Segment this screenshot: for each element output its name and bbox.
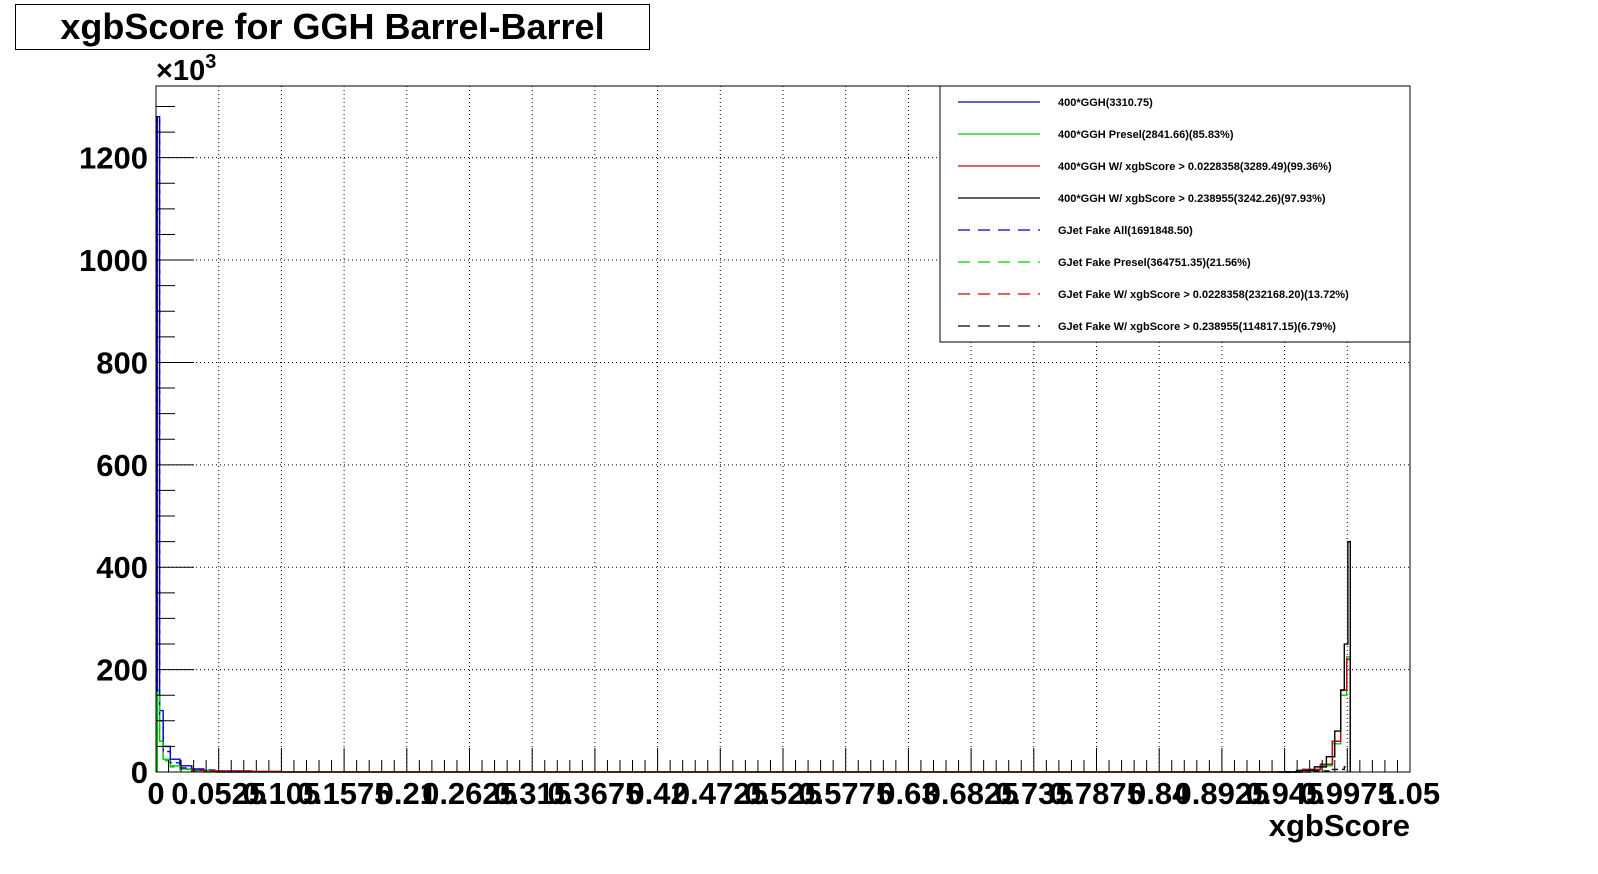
x-tick-label: 0.2625: [422, 776, 517, 811]
series-line-6: [191, 769, 283, 773]
legend-entry: GJet Fake W/ xgbScore > 0.238955(114817.…: [1058, 321, 1336, 333]
legend-entry: GJet Fake Presel(364751.35)(21.56%): [1058, 257, 1251, 269]
y-multiplier-label: ×103: [156, 51, 216, 87]
x-tick-label: 0.315: [493, 776, 571, 811]
series-line-1: [156, 656, 1351, 773]
x-tick-label: 0.8925: [1174, 776, 1269, 811]
y-tick-label: 0: [131, 755, 148, 790]
y-tick-label: 600: [96, 448, 148, 483]
legend-box: [939, 85, 1411, 343]
x-tick-label: 0.7875: [1049, 776, 1144, 811]
legend: 400*GGH(3310.75) 400*GGH Presel(2841.66)(…: [939, 85, 1411, 343]
x-tick-label: 0.9975: [1300, 776, 1395, 811]
y-tick-label: 400: [96, 550, 148, 585]
x-tick-label: 0.735: [995, 776, 1073, 811]
x-tick-label: 0.4725: [673, 776, 768, 811]
x-tick-label: 0.525: [744, 776, 822, 811]
series-line-3: [1278, 540, 1351, 773]
chart-title-box: xgbScore for GGH Barrel-Barrel: [15, 4, 650, 50]
legend-entry: GJet Fake W/ xgbScore > 0.0228358(232168…: [1058, 289, 1349, 301]
x-tick-label: 0.63: [878, 776, 938, 811]
y-tick-label: 200: [96, 653, 148, 688]
series-line-2: [191, 658, 1351, 773]
series-line-4: [156, 116, 253, 773]
x-tick-label: 0.1575: [297, 776, 392, 811]
x-tick-label: 0.21: [377, 776, 437, 811]
chart-title: xgbScore for GGH Barrel-Barrel: [60, 6, 605, 47]
x-tick-label: 0.3675: [547, 776, 642, 811]
x-tick-label: 0: [147, 776, 164, 811]
legend-entry: 400*GGH W/ xgbScore > 0.238955(3242.26)(…: [1058, 193, 1326, 205]
x-tick-label: 1.05: [1380, 776, 1440, 811]
legend-entry: 400*GGH W/ xgbScore > 0.0228358(3289.49)…: [1058, 161, 1332, 173]
x-tick-label: 0.42: [627, 776, 687, 811]
x-tick-label: 0.6825: [924, 776, 1019, 811]
x-tick-label: 0.945: [1246, 776, 1324, 811]
x-tick-label: 0.5775: [798, 776, 893, 811]
y-tick-label: 1200: [79, 141, 148, 176]
legend-entry: 400*GGH(3310.75): [1058, 97, 1153, 109]
x-axis-label: xgbScore: [1269, 808, 1410, 843]
x-tick-label: 0.84: [1129, 776, 1190, 811]
y-tick-label: 800: [96, 345, 148, 380]
y-tick-label: 1000: [79, 243, 148, 278]
x-tick-label: 0.0525: [171, 776, 266, 811]
legend-entry: GJet Fake All(1691848.50): [1058, 225, 1193, 237]
x-tick-label: 0.105: [243, 776, 321, 811]
series-line-5: [156, 694, 217, 772]
legend-entry: 400*GGH Presel(2841.66)(85.83%): [1058, 129, 1234, 141]
